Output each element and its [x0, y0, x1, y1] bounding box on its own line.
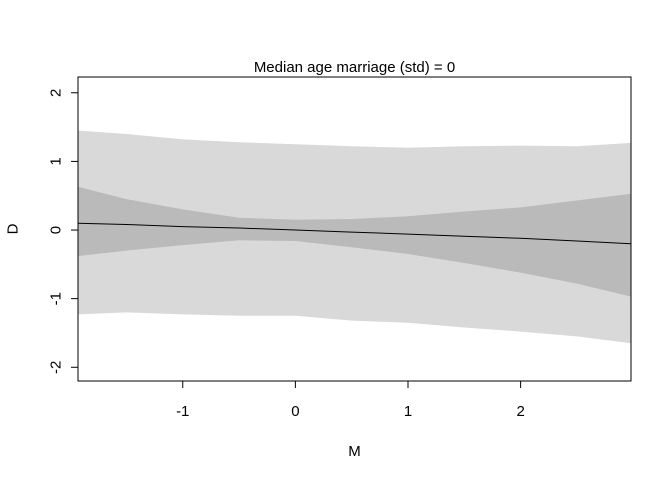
y-axis: -2 -1 0 1 2	[48, 89, 79, 374]
mean-interval-band	[78, 186, 631, 297]
y-tick-label: -2	[48, 361, 65, 374]
x-tick-label: 0	[291, 403, 299, 420]
x-axis-title: M	[348, 443, 361, 460]
line-layer	[77, 222, 632, 245]
y-tick-label: 2	[48, 89, 65, 97]
x-tick-label: 2	[516, 403, 524, 420]
x-tick-label: 1	[404, 403, 412, 420]
y-tick-label: -1	[48, 292, 65, 305]
x-axis: -1 0 1 2	[176, 380, 525, 420]
y-axis-title: D	[5, 223, 22, 234]
bands-layer	[78, 130, 631, 344]
x-tick-label: -1	[176, 403, 189, 420]
y-tick-label: 0	[48, 226, 65, 234]
y-tick-label: 1	[48, 157, 65, 165]
chart-title: Median age marriage (std) = 0	[254, 59, 455, 76]
mean-line	[77, 222, 632, 245]
